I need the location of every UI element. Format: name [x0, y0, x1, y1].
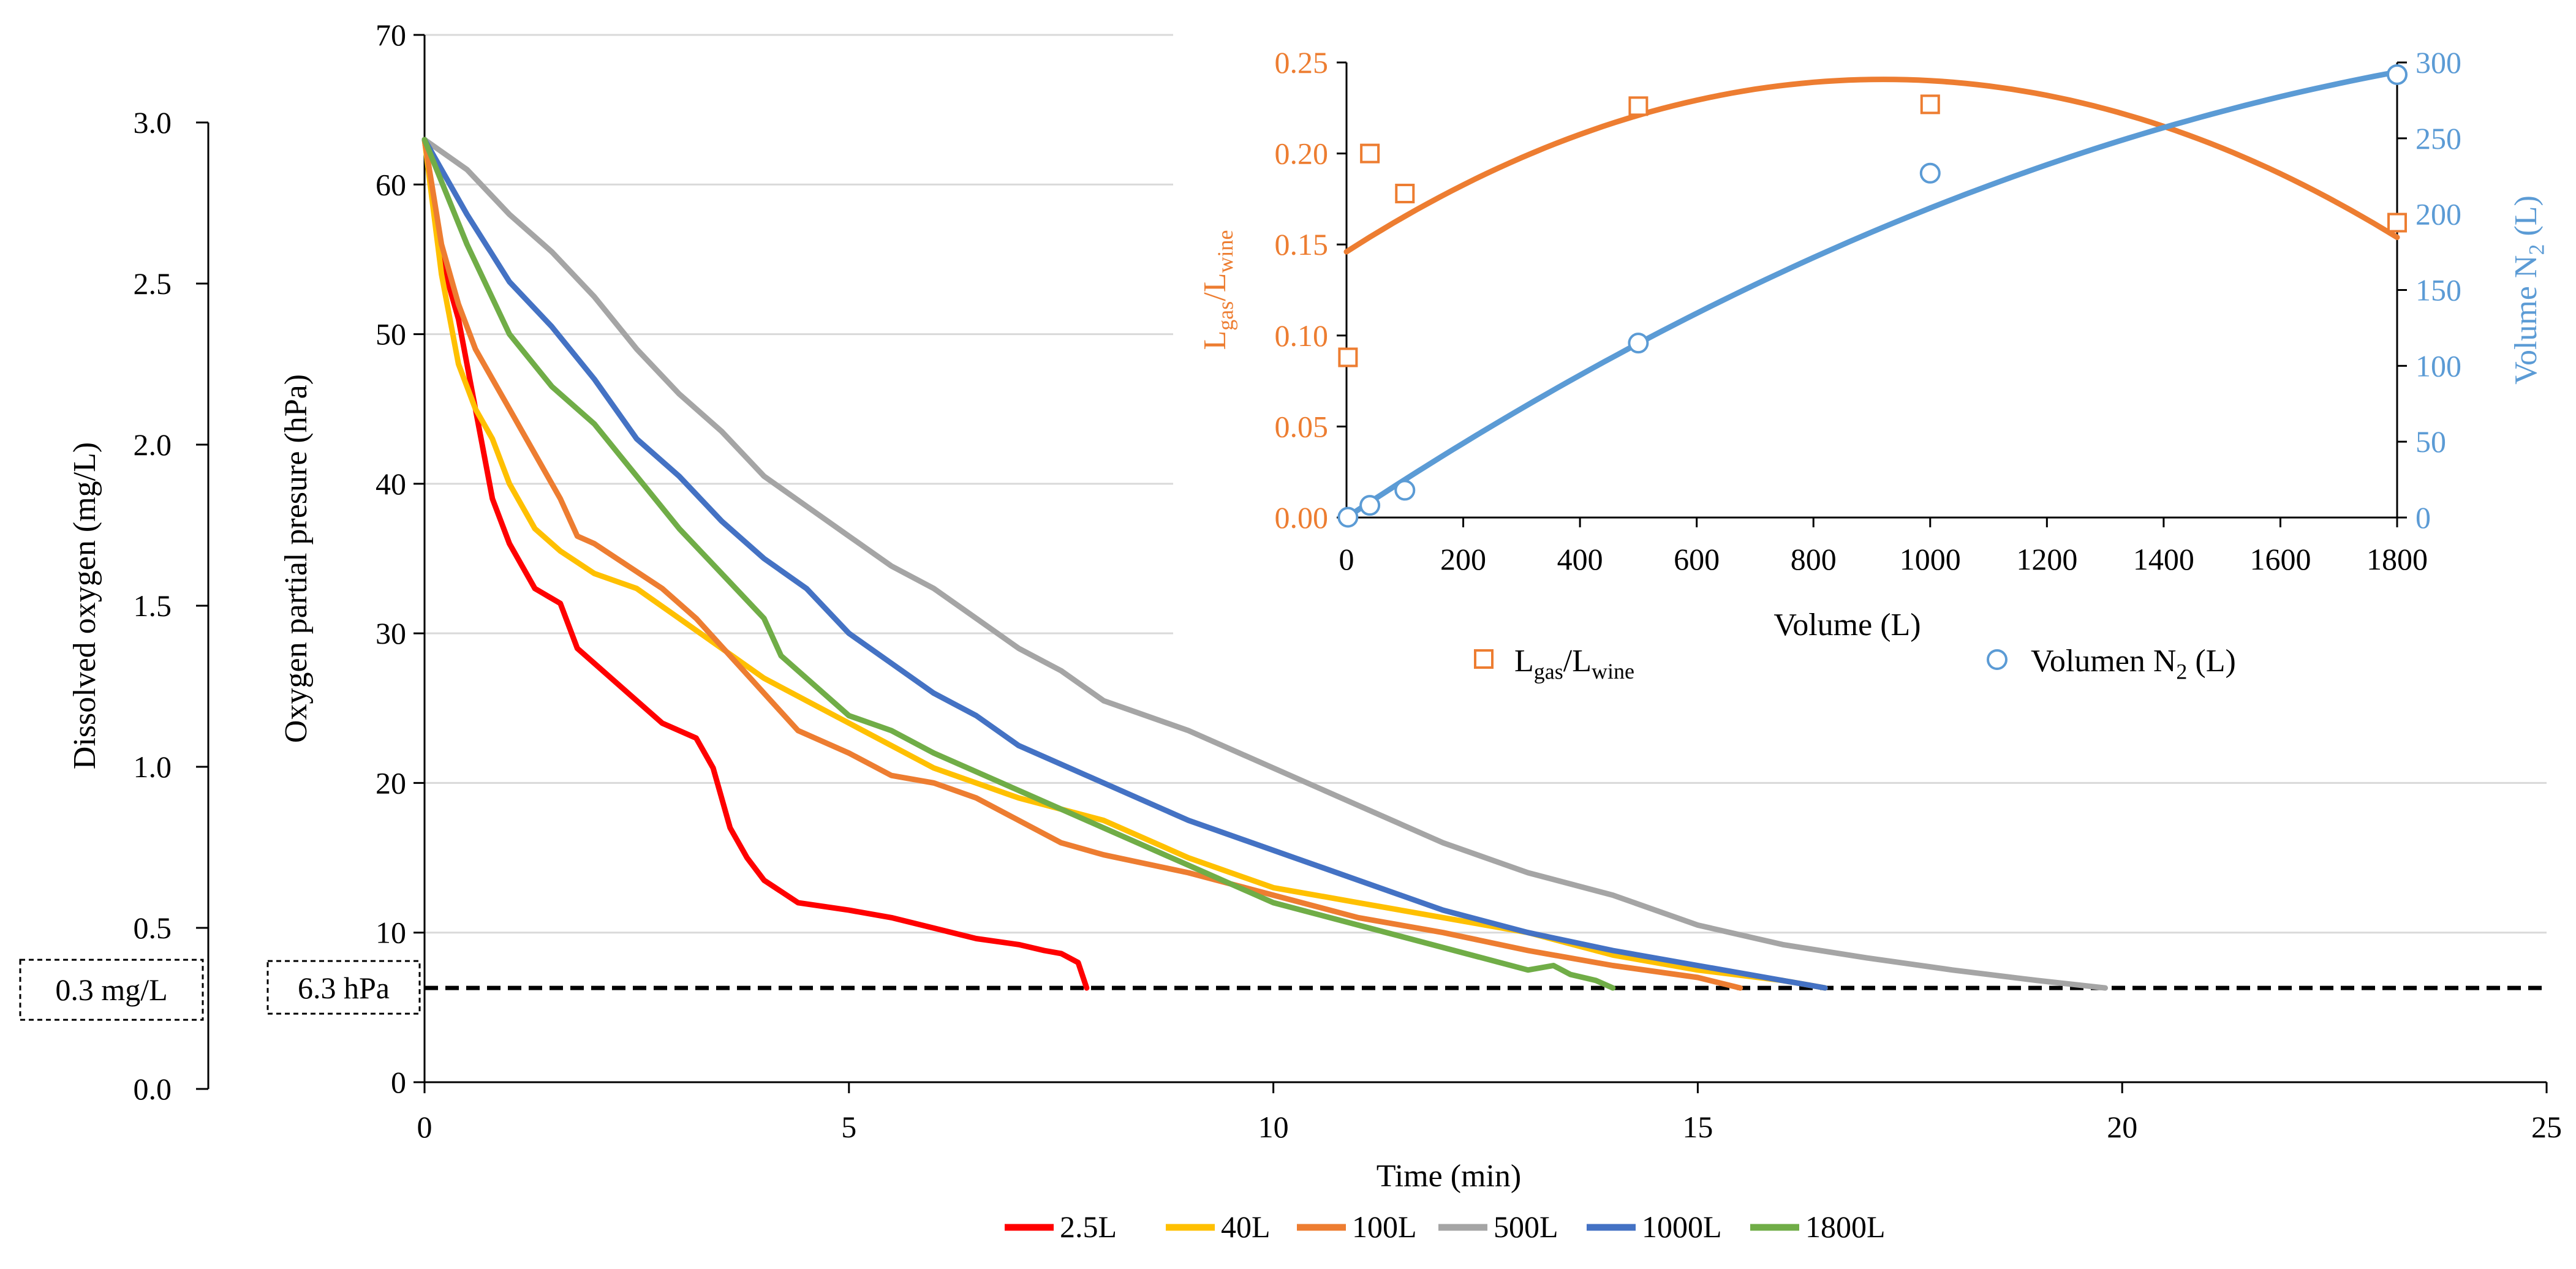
inset-x-tick-label: 1800 [2366, 542, 2428, 576]
threshold-mgl-label: 0.3 mg/L [55, 973, 167, 1007]
inset-trend-n2 [1345, 69, 2400, 519]
legend-label-1000L: 1000L [1642, 1210, 1722, 1244]
series-line-500L [421, 137, 2108, 991]
secondary-y-tick-label: 0.5 [134, 911, 172, 945]
legend-label-500L: 500L [1494, 1210, 1558, 1244]
inset-legend-swatch-lgas [1474, 649, 1494, 669]
legend-label-40L: 40L [1221, 1210, 1271, 1244]
x-tick-label: 20 [2107, 1110, 2137, 1144]
y-tick-label: 70 [376, 18, 406, 52]
legend-label-1800L: 1800L [1805, 1210, 1886, 1244]
inset-marker-n2 [2387, 64, 2408, 85]
inset-right-tick-label: 50 [2415, 424, 2446, 459]
secondary-y-axis-title: Dissolved oxygen (mg/L) [67, 442, 102, 769]
y-tick-label: 30 [376, 616, 406, 650]
inset-trend-lgas [1343, 77, 2400, 255]
secondary-y-tick-label: 1.0 [134, 750, 172, 784]
inset-left-tick-label: 0.05 [1275, 409, 1329, 443]
inset-marker-n2 [1919, 162, 1941, 184]
inset-x-tick-label: 0 [1339, 542, 1354, 576]
inset-marker-lgas [1395, 183, 1415, 203]
inset-left-tick-label: 0.20 [1275, 137, 1329, 171]
inset-marker-lgas [1920, 94, 1940, 115]
inset-x-tick-label: 1200 [2016, 542, 2077, 576]
inset-legend-label-lgas: Lgas/Lwine [1514, 644, 1634, 684]
threshold-mgl-box [19, 958, 204, 1021]
legend-label-2.5L: 2.5L [1060, 1210, 1117, 1244]
secondary-y-tick-label: 2.5 [134, 266, 172, 301]
inset-x-tick-label: 1400 [2133, 542, 2194, 576]
inset-marker-lgas [1360, 143, 1380, 164]
inset-right-tick-label: 200 [2415, 197, 2461, 232]
inset-marker-n2 [1394, 480, 1416, 501]
main-chart: 0 10 20 30 40 50 60 70 0 5 10 15 20 25 Time (min) Oxyge… [19, 18, 2562, 1244]
inset-marker-lgas [1628, 96, 1649, 116]
x-tick-label: 10 [1258, 1110, 1289, 1144]
series-line-1800L [421, 137, 1616, 991]
x-tick-label: 15 [1682, 1110, 1713, 1144]
y-tick-label: 60 [376, 167, 406, 201]
inset-x-tick-label: 1000 [1900, 542, 1961, 576]
inset-left-tick-label: 0.25 [1275, 45, 1329, 80]
inset-right-tick-label: 300 [2415, 45, 2461, 80]
secondary-y-tick-label: 0.0 [134, 1072, 172, 1106]
inset-right-tick-label: 100 [2415, 348, 2461, 383]
inset-x-tick-label: 200 [1440, 542, 1486, 576]
inset-left-axis-title: Lgas/Lwine [1198, 230, 1238, 350]
inset-x-tick-label: 800 [1791, 542, 1837, 576]
secondary-y-tick-label: 2.0 [134, 427, 172, 462]
inset-left-tick-label: 0.10 [1275, 318, 1329, 353]
y-tick-label: 50 [376, 317, 406, 352]
y-tick-label: 40 [376, 467, 406, 501]
inset-left-tick-label: 0.00 [1275, 500, 1329, 535]
inset-x-tick-label: 600 [1674, 542, 1720, 576]
y-tick-label: 10 [376, 916, 406, 950]
inset-marker-lgas [2387, 213, 2407, 233]
x-tick-label: 25 [2531, 1110, 2562, 1144]
inset-marker-lgas [1338, 347, 1358, 367]
inset-legend-label-n2: Volumen N2 (L) [2031, 644, 2236, 684]
legend-label-100L: 100L [1352, 1210, 1417, 1244]
threshold-hpa-box [266, 960, 421, 1015]
series-line-2.5L [421, 137, 1090, 991]
series-line-1000L [421, 137, 1828, 991]
inset-left-tick-label: 0.15 [1275, 227, 1329, 262]
inset-right-tick-label: 150 [2415, 273, 2461, 307]
y-axis-title: Oxygen partial presure (hPa) [279, 374, 314, 743]
x-tick-label: 5 [841, 1110, 856, 1144]
inset-x-axis-title: Volume (L) [1773, 608, 1921, 642]
inset-right-axis-title: Volume N2 (L) [2509, 195, 2549, 385]
inset-x-tick-label: 1600 [2249, 542, 2311, 576]
inset-marker-n2 [1359, 495, 1381, 516]
inset-x-tick-label: 400 [1557, 542, 1603, 576]
inset-marker-n2 [1337, 506, 1359, 528]
x-axis-title: Time (min) [1377, 1159, 1521, 1194]
inset-chart: 0.00 0.05 0.10 0.15 0.20 0.25 0 50 100 150 200 250 3… [1198, 45, 2549, 684]
series-line-100L [421, 137, 1743, 991]
secondary-y-tick-label: 3.0 [134, 105, 172, 140]
inset-right-tick-label: 250 [2415, 121, 2461, 156]
y-tick-label: 20 [376, 766, 406, 800]
y-tick-label: 0 [391, 1065, 406, 1099]
threshold-hpa-label: 6.3 hPa [298, 971, 390, 1005]
x-tick-label: 0 [417, 1110, 432, 1144]
inset-background [1173, 24, 2576, 692]
inset-marker-n2 [1628, 333, 1649, 354]
inset-legend-swatch-n2 [1987, 649, 2008, 670]
inset-right-tick-label: 0 [2415, 500, 2431, 535]
secondary-y-tick-label: 1.5 [134, 589, 172, 623]
